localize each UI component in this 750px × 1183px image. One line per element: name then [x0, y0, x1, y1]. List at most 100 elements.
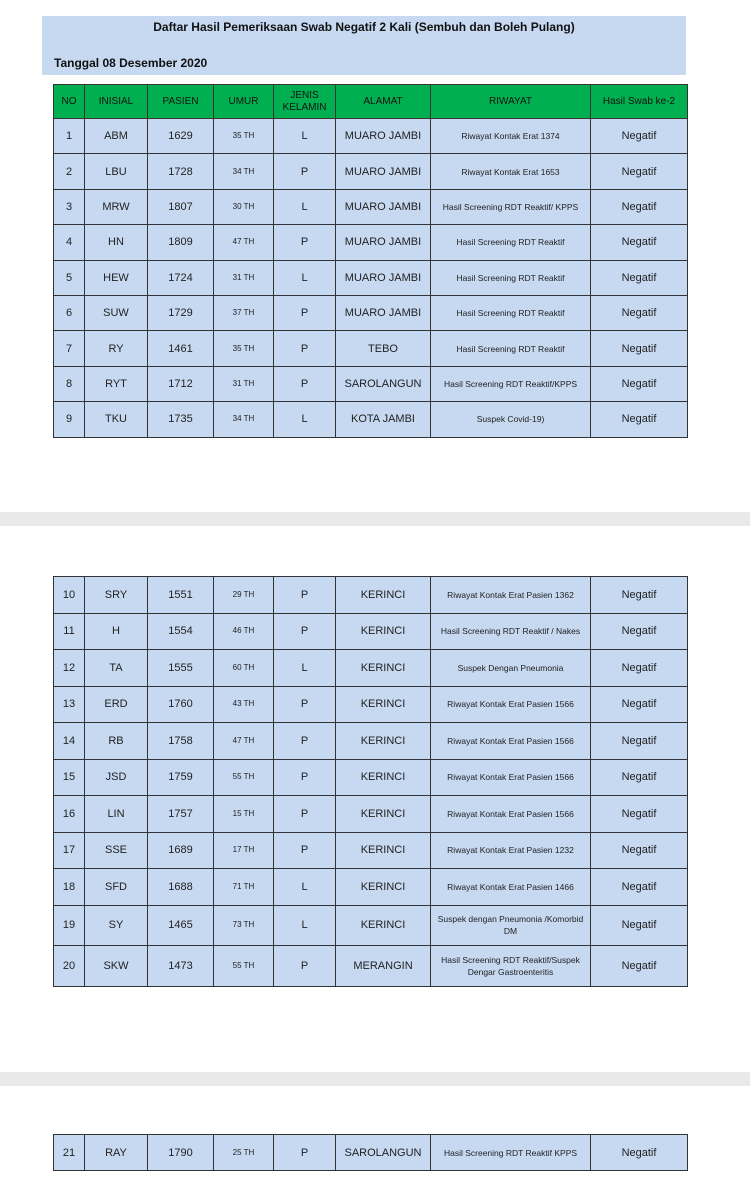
cell-jenis-kelamin: P: [273, 685, 336, 723]
cell-riwayat: Hasil Screening RDT Reaktif KPPS: [430, 1134, 591, 1171]
column-header-riwayat: RIWAYAT: [430, 84, 591, 119]
cell-umur: 30 TH: [213, 188, 274, 226]
cell-alamat: MUARO JAMBI: [335, 188, 431, 226]
cell-no: 3: [53, 188, 85, 226]
cell-umur: 31 TH: [213, 259, 274, 296]
cell-alamat: KERINCI: [335, 758, 431, 796]
cell-hasil-swab: Negatif: [590, 330, 688, 367]
cell-pasien: 1689: [147, 831, 214, 869]
cell-pasien: 1809: [147, 224, 214, 261]
cell-umur: 47 TH: [213, 722, 274, 760]
cell-jenis-kelamin: L: [273, 904, 336, 946]
cell-pasien: 1461: [147, 330, 214, 367]
table-row: 3 MRW 1807 30 TH L MUARO JAMBI Hasil Screening…: [53, 188, 688, 226]
cell-hasil-swab: Negatif: [590, 259, 688, 296]
cell-alamat: SAROLANGUN: [335, 1134, 431, 1171]
cell-riwayat: Suspek dengan Pneumonia /Komorbid DM: [430, 904, 591, 946]
cell-jenis-kelamin: P: [273, 758, 336, 796]
report-date: Tanggal 08 Desember 2020: [54, 56, 208, 70]
cell-hasil-swab: Negatif: [590, 294, 688, 332]
cell-jenis-kelamin: P: [273, 945, 336, 987]
column-header-no: NO: [53, 84, 85, 119]
cell-hasil-swab: Negatif: [590, 795, 688, 833]
cell-alamat: MERANGIN: [335, 945, 431, 987]
cell-hasil-swab: Negatif: [590, 685, 688, 723]
cell-riwayat: Suspek Dengan Pneumonia: [430, 649, 591, 687]
cell-no: 8: [53, 365, 85, 403]
cell-riwayat: Riwayat Kontak Erat Pasien 1566: [430, 795, 591, 833]
cell-jenis-kelamin: P: [273, 1134, 336, 1171]
table-row: 20 SKW 1473 55 TH P MERANGIN Hasil Screening R…: [53, 945, 688, 987]
cell-alamat: KERINCI: [335, 868, 431, 906]
cell-riwayat: Hasil Screening RDT Reaktif/KPPS: [430, 365, 591, 403]
table-row: 15 JSD 1759 55 TH P KERINCI Riwayat Kontak Era…: [53, 758, 688, 796]
cell-umur: 60 TH: [213, 649, 274, 687]
cell-riwayat: Hasil Screening RDT Reaktif: [430, 294, 591, 332]
cell-pasien: 1759: [147, 758, 214, 796]
table-row: 4 HN 1809 47 TH P MUARO JAMBI Hasil Screening …: [53, 224, 688, 261]
cell-riwayat: Riwayat Kontak Erat Pasien 1566: [430, 722, 591, 760]
cell-riwayat: Riwayat Kontak Erat Pasien 1466: [430, 868, 591, 906]
cell-inisial: LIN: [84, 795, 148, 833]
cell-no: 11: [53, 612, 85, 650]
cell-pasien: 1790: [147, 1134, 214, 1171]
table-row: 8 RYT 1712 31 TH P SAROLANGUN Hasil Screening …: [53, 365, 688, 403]
cell-alamat: KERINCI: [335, 649, 431, 687]
cell-inisial: RYT: [84, 365, 148, 403]
cell-jenis-kelamin: P: [273, 330, 336, 367]
cell-alamat: KERINCI: [335, 685, 431, 723]
table-row: 10 SRY 1551 29 TH P KERINCI Riwayat Kontak Era…: [53, 576, 688, 614]
cell-riwayat: Hasil Screening RDT Reaktif: [430, 330, 591, 367]
cell-jenis-kelamin: P: [273, 722, 336, 760]
cell-hasil-swab: Negatif: [590, 904, 688, 946]
cell-pasien: 1473: [147, 945, 214, 987]
cell-umur: 17 TH: [213, 831, 274, 869]
cell-no: 21: [53, 1134, 85, 1171]
cell-hasil-swab: Negatif: [590, 758, 688, 796]
cell-riwayat: Riwayat Kontak Erat Pasien 1362: [430, 576, 591, 614]
cell-umur: 37 TH: [213, 294, 274, 332]
table-row: 6 SUW 1729 37 TH P MUARO JAMBI Hasil Screening…: [53, 294, 688, 332]
table-row: 5 HEW 1724 31 TH L MUARO JAMBI Hasil Screening…: [53, 259, 688, 296]
column-header-jenis-kelamin: JENIS KELAMIN: [273, 84, 336, 119]
cell-inisial: SUW: [84, 294, 148, 332]
cell-hasil-swab: Negatif: [590, 868, 688, 906]
cell-inisial: HEW: [84, 259, 148, 296]
cell-pasien: 1724: [147, 259, 214, 296]
cell-inisial: ERD: [84, 685, 148, 723]
cell-pasien: 1712: [147, 365, 214, 403]
cell-alamat: KOTA JAMBI: [335, 401, 431, 438]
cell-riwayat: Riwayat Kontak Erat Pasien 1566: [430, 685, 591, 723]
cell-umur: 71 TH: [213, 868, 274, 906]
cell-jenis-kelamin: P: [273, 831, 336, 869]
cell-pasien: 1758: [147, 722, 214, 760]
cell-inisial: RB: [84, 722, 148, 760]
cell-riwayat: Riwayat Kontak Erat Pasien 1232: [430, 831, 591, 869]
cell-no: 18: [53, 868, 85, 906]
header-row: NO INISIAL PASIEN UMUR JENIS KELAMIN ALAMAT RI…: [53, 84, 688, 119]
cell-pasien: 1729: [147, 294, 214, 332]
cell-inisial: LBU: [84, 153, 148, 190]
cell-hasil-swab: Negatif: [590, 649, 688, 687]
cell-riwayat: Suspek Covid-19): [430, 401, 591, 438]
cell-no: 19: [53, 904, 85, 946]
cell-alamat: KERINCI: [335, 722, 431, 760]
column-header-hasil-swab: Hasil Swab ke-2: [590, 84, 688, 119]
cell-pasien: 1551: [147, 576, 214, 614]
cell-riwayat: Hasil Screening RDT Reaktif/ KPPS: [430, 188, 591, 226]
cell-no: 15: [53, 758, 85, 796]
page-separator: [0, 512, 750, 526]
cell-no: 13: [53, 685, 85, 723]
cell-jenis-kelamin: P: [273, 576, 336, 614]
cell-jenis-kelamin: L: [273, 259, 336, 296]
cell-pasien: 1465: [147, 904, 214, 946]
results-table-page-1: NO INISIAL PASIEN UMUR JENIS KELAMIN ALAMAT RI…: [53, 84, 688, 438]
cell-inisial: H: [84, 612, 148, 650]
cell-inisial: RY: [84, 330, 148, 367]
report-title: Daftar Hasil Pemeriksaan Swab Negatif 2 …: [153, 20, 575, 34]
cell-inisial: SSE: [84, 831, 148, 869]
cell-hasil-swab: Negatif: [590, 576, 688, 614]
cell-jenis-kelamin: L: [273, 649, 336, 687]
cell-no: 4: [53, 224, 85, 261]
cell-alamat: SAROLANGUN: [335, 365, 431, 403]
